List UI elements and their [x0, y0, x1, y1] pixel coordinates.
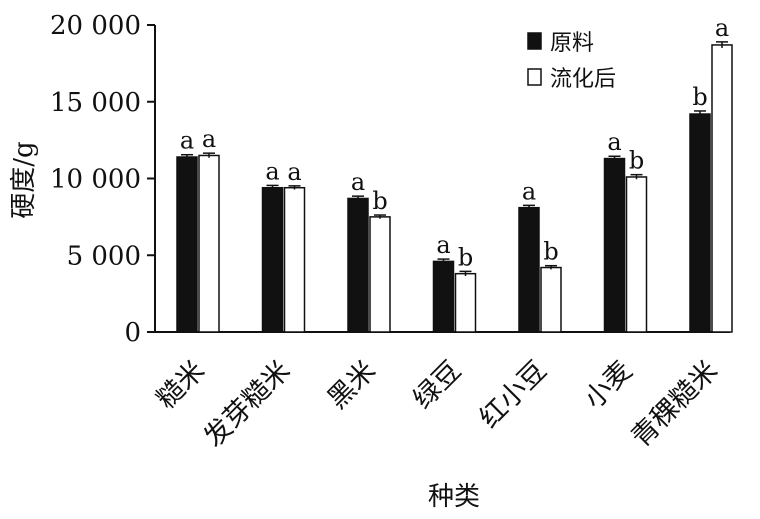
legend-label-raw: 原料 [550, 31, 594, 56]
significance-letter: a [265, 157, 279, 185]
significance-letter: a [202, 125, 216, 153]
significance-letter: a [715, 14, 729, 42]
bar-raw [603, 157, 626, 333]
bar-raw [432, 260, 455, 333]
significance-letter: a [287, 158, 301, 186]
y-tick-label: 0 [124, 318, 141, 348]
x-tick-label: 糙米 [151, 355, 211, 415]
significance-letter: b [629, 147, 644, 175]
y-tick-label: 15 000 [50, 88, 141, 118]
x-tick-label: 青稞糙米 [626, 355, 724, 453]
bar-fluidized [369, 216, 391, 333]
significance-letter: a [522, 177, 536, 205]
bar-raw [176, 156, 198, 333]
y-tick-label: 10 000 [50, 165, 141, 195]
x-tick-label: 红小豆 [474, 355, 553, 434]
bar-raw [347, 197, 369, 333]
bar-fluidized [625, 176, 648, 333]
x-tick-label: 发芽糙米 [198, 355, 296, 453]
legend: 原料 流化后 [527, 31, 616, 92]
x-tick-label: 绿豆 [407, 355, 467, 415]
x-tick-label: 小麦 [578, 355, 638, 415]
legend-swatch-raw [527, 32, 542, 50]
y-tick-label: 5 000 [67, 241, 141, 271]
significance-letter: a [180, 127, 194, 155]
significance-letter: b [692, 83, 707, 111]
bar-raw [518, 206, 540, 333]
y-ticks: 0 5 000 10 000 15 000 20 000 [50, 11, 155, 348]
bar-fluidized [711, 44, 733, 333]
significance-letter: b [372, 187, 387, 215]
bar-raw [261, 186, 284, 333]
significance-letter: b [543, 238, 558, 266]
legend-swatch-fluidized [527, 68, 542, 86]
significance-letter: a [351, 168, 365, 196]
x-axis-title: 种类 [428, 482, 480, 512]
y-tick-label: 20 000 [50, 11, 141, 41]
bar-fluidized [283, 186, 306, 333]
bar-fluidized [454, 272, 477, 333]
legend-label-fluidized: 流化后 [550, 67, 616, 92]
bar-raw [689, 113, 711, 333]
x-tick-label: 黑米 [322, 355, 382, 415]
bar-fluidized [540, 266, 562, 333]
significance-letter: a [607, 128, 621, 156]
bar-fluidized [198, 154, 220, 333]
significance-letter: b [458, 243, 473, 271]
significance-letter: a [436, 231, 450, 259]
y-axis-title: 硬度/g [9, 141, 39, 218]
